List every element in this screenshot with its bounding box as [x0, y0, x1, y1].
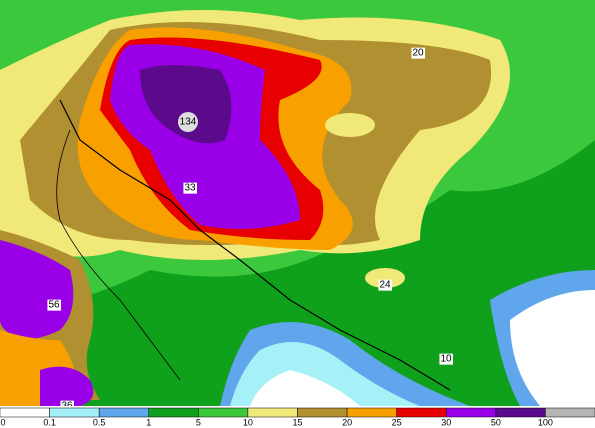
value-label: 134 — [180, 117, 197, 128]
legend-label: 25 — [392, 417, 402, 427]
label-marker — [178, 112, 198, 132]
label-box — [47, 299, 61, 311]
legend-swatch — [346, 407, 397, 418]
map-fields — [0, 0, 595, 406]
value-label: 10 — [440, 354, 452, 365]
legend-swatch — [198, 407, 249, 418]
value-label: 33 — [184, 183, 196, 194]
legend-label: 0 — [0, 417, 5, 427]
legend-label: 20 — [342, 417, 352, 427]
legend-swatch — [545, 407, 595, 418]
label-box — [411, 47, 425, 59]
legend-label: 10 — [243, 417, 253, 427]
legend-swatch — [297, 407, 348, 418]
legend-swatch — [495, 407, 546, 418]
legend-swatch — [396, 407, 447, 418]
legend-swatch — [446, 407, 497, 418]
legend-swatch — [247, 407, 298, 418]
legend-swatch — [49, 407, 100, 418]
legend-label: 0.5 — [93, 417, 106, 427]
legend-swatch — [0, 407, 50, 418]
legend-swatch — [148, 407, 199, 418]
label-box — [378, 279, 392, 291]
label-box — [183, 182, 197, 194]
value-label: 20 — [412, 48, 424, 59]
value-label: 56 — [48, 300, 60, 311]
legend: 0 0.1 0.5 1 5 10 15 20 25 30 50 100 — [0, 406, 595, 428]
legend-label: 15 — [292, 417, 302, 427]
value-label: 24 — [379, 280, 391, 291]
legend-label: 100 — [538, 417, 553, 427]
legend-label: 50 — [491, 417, 501, 427]
legend-label: 5 — [196, 417, 201, 427]
legend-swatch — [98, 407, 149, 418]
legend-label: 1 — [146, 417, 151, 427]
legend-label: 30 — [441, 417, 451, 427]
legend-label: 0.1 — [43, 417, 56, 427]
label-box — [439, 353, 453, 365]
